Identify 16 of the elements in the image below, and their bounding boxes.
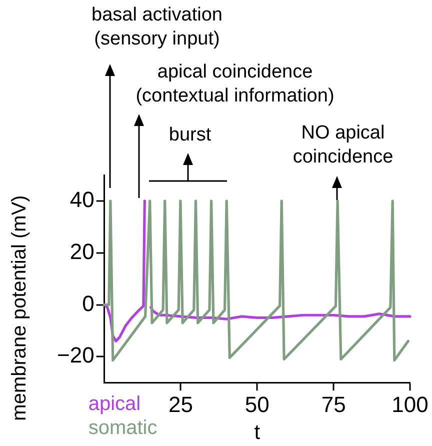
x-tick-label: 100 (392, 392, 428, 417)
x-tick-label: 50 (244, 392, 270, 417)
text: burst (168, 124, 212, 146)
y-tick-label: 0 (82, 290, 94, 316)
text: NO apical coincidence (292, 122, 394, 168)
text: apical (88, 393, 141, 416)
y-tick-label: 20 (70, 238, 94, 264)
y-tick-label: −20 (56, 342, 94, 368)
text: apical coincidence (contextual information) (136, 62, 334, 107)
x-tick-label: 75 (321, 392, 346, 417)
text: basal activation (sensory input) (92, 4, 222, 50)
text: somatic (88, 417, 158, 440)
x-tick-label: 25 (168, 392, 193, 417)
y-tick-label: 40 (70, 187, 94, 212)
y-axis-title: membrane potential (mV) (8, 195, 31, 421)
x-axis-title: t (254, 420, 260, 444)
